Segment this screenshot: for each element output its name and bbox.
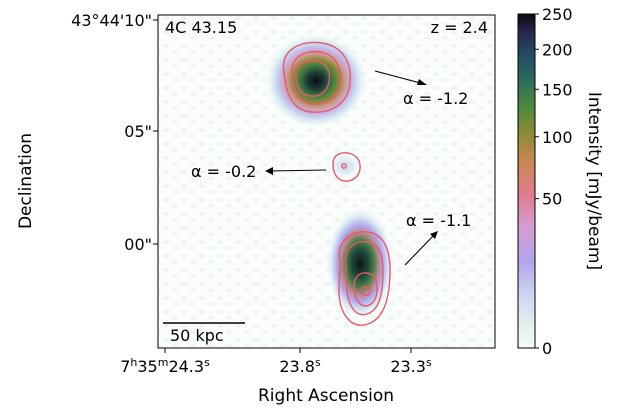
- arrow-south-shaft: [404, 233, 436, 266]
- annotation-south-label: α = -1.1: [406, 211, 471, 230]
- contours: [282, 41, 391, 326]
- y-axis-label: Declination: [16, 133, 36, 229]
- contour-south-knot: [360, 285, 372, 297]
- colorbar-tick-label: 100: [542, 128, 573, 147]
- southern-lobe-emission: [326, 202, 394, 314]
- arrow-core-head: [265, 167, 273, 175]
- redshift-label: z = 2.4: [431, 18, 488, 37]
- x-tick-label-1: 7h35m24.3s: [120, 356, 210, 376]
- annotation-arrows: [267, 70, 436, 266]
- contour-south-outer: [338, 231, 391, 326]
- annotation-north-label: α = -1.2: [403, 89, 468, 108]
- annotation-core-label: α = -0.2: [191, 162, 256, 181]
- source-name-label: 4C 43.15: [165, 18, 237, 37]
- scale-bar-label: 50 kpc: [170, 326, 224, 345]
- core-emission: [330, 153, 360, 179]
- arrow-north-head: [417, 79, 427, 85]
- arrow-south-head: [430, 231, 438, 239]
- contour-south-inner: [353, 272, 378, 307]
- annotation-arrowheads: [265, 79, 438, 239]
- y-tick-label-1: 43°44'10": [71, 11, 152, 30]
- contour-north-outer: [282, 41, 351, 113]
- arrow-core-shaft: [267, 169, 327, 172]
- plot-area: α = -1.2 α = -0.2 α = -1.1 4C 43.15 z = …: [158, 15, 495, 348]
- colorbar-tick-label: 250: [542, 5, 573, 24]
- axis-ticks: [153, 19, 412, 353]
- contour-south-mid: [345, 241, 384, 316]
- colorbar-tick-label: 200: [542, 40, 573, 59]
- plot-frame: [157, 14, 496, 349]
- contour-core: [332, 152, 361, 182]
- arrow-north-shaft: [374, 70, 425, 85]
- colorbar-tick-label: 50: [542, 190, 562, 209]
- colorbar-gradient: [517, 13, 536, 349]
- colorbar-tick-label: 150: [542, 80, 573, 99]
- contour-north-mid: [291, 50, 342, 105]
- contour-core-inner: [341, 163, 347, 169]
- colorbar: 250 200 150 100 50 0 Intensity [mJy/beam]: [517, 5, 604, 358]
- y-tick-label-3: 00": [124, 235, 152, 254]
- x-tick-label-3: 23.3s: [390, 356, 432, 376]
- colorbar-ticks: 250 200 150 100 50 0: [535, 5, 573, 358]
- y-tick-label-2: 05": [124, 122, 152, 141]
- x-axis-label: Right Ascension: [258, 386, 394, 406]
- colorbar-label: Intensity [mJy/beam]: [584, 92, 604, 270]
- contour-north-inner: [295, 60, 331, 97]
- colorbar-tick-label: 0: [542, 339, 552, 358]
- x-tick-label-2: 23.8s: [279, 356, 321, 376]
